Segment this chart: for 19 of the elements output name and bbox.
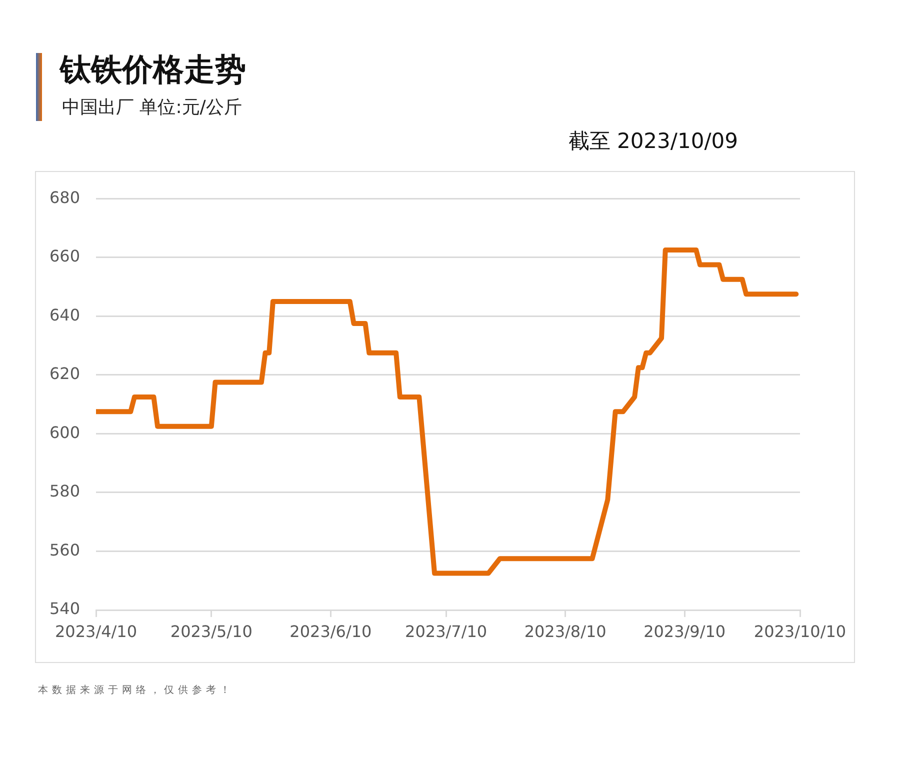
y-tick-label: 640 [49, 305, 80, 324]
y-tick-label: 580 [49, 482, 80, 501]
chart-subtitle: 中国出厂 单位:元/公斤 [62, 96, 242, 120]
text: 本数据来源于网络，仅供参考！ [38, 684, 234, 698]
x-tick-label: 2023/9/10 [644, 622, 726, 641]
x-tick-label: 2023/7/10 [405, 622, 488, 641]
chart-title: 钛铁价格走势 [60, 51, 246, 90]
x-tick-label: 2023/8/10 [524, 622, 606, 641]
y-tick-label: 540 [49, 599, 80, 618]
x-tick-label: 2023/5/10 [170, 622, 252, 641]
x-tick-label: 2023/10/10 [754, 622, 846, 641]
y-tick-label: 620 [49, 364, 80, 384]
y-tick-label: 660 [49, 246, 80, 266]
y-tick-label: 600 [49, 422, 80, 442]
y-tick-label: 560 [49, 540, 80, 560]
y-tick-label: 680 [49, 188, 80, 207]
text: 截至 2023/10/09 [568, 128, 738, 155]
x-tick-label: 2023/4/10 [54, 622, 138, 641]
x-tick-label: 2023/6/10 [290, 622, 372, 641]
